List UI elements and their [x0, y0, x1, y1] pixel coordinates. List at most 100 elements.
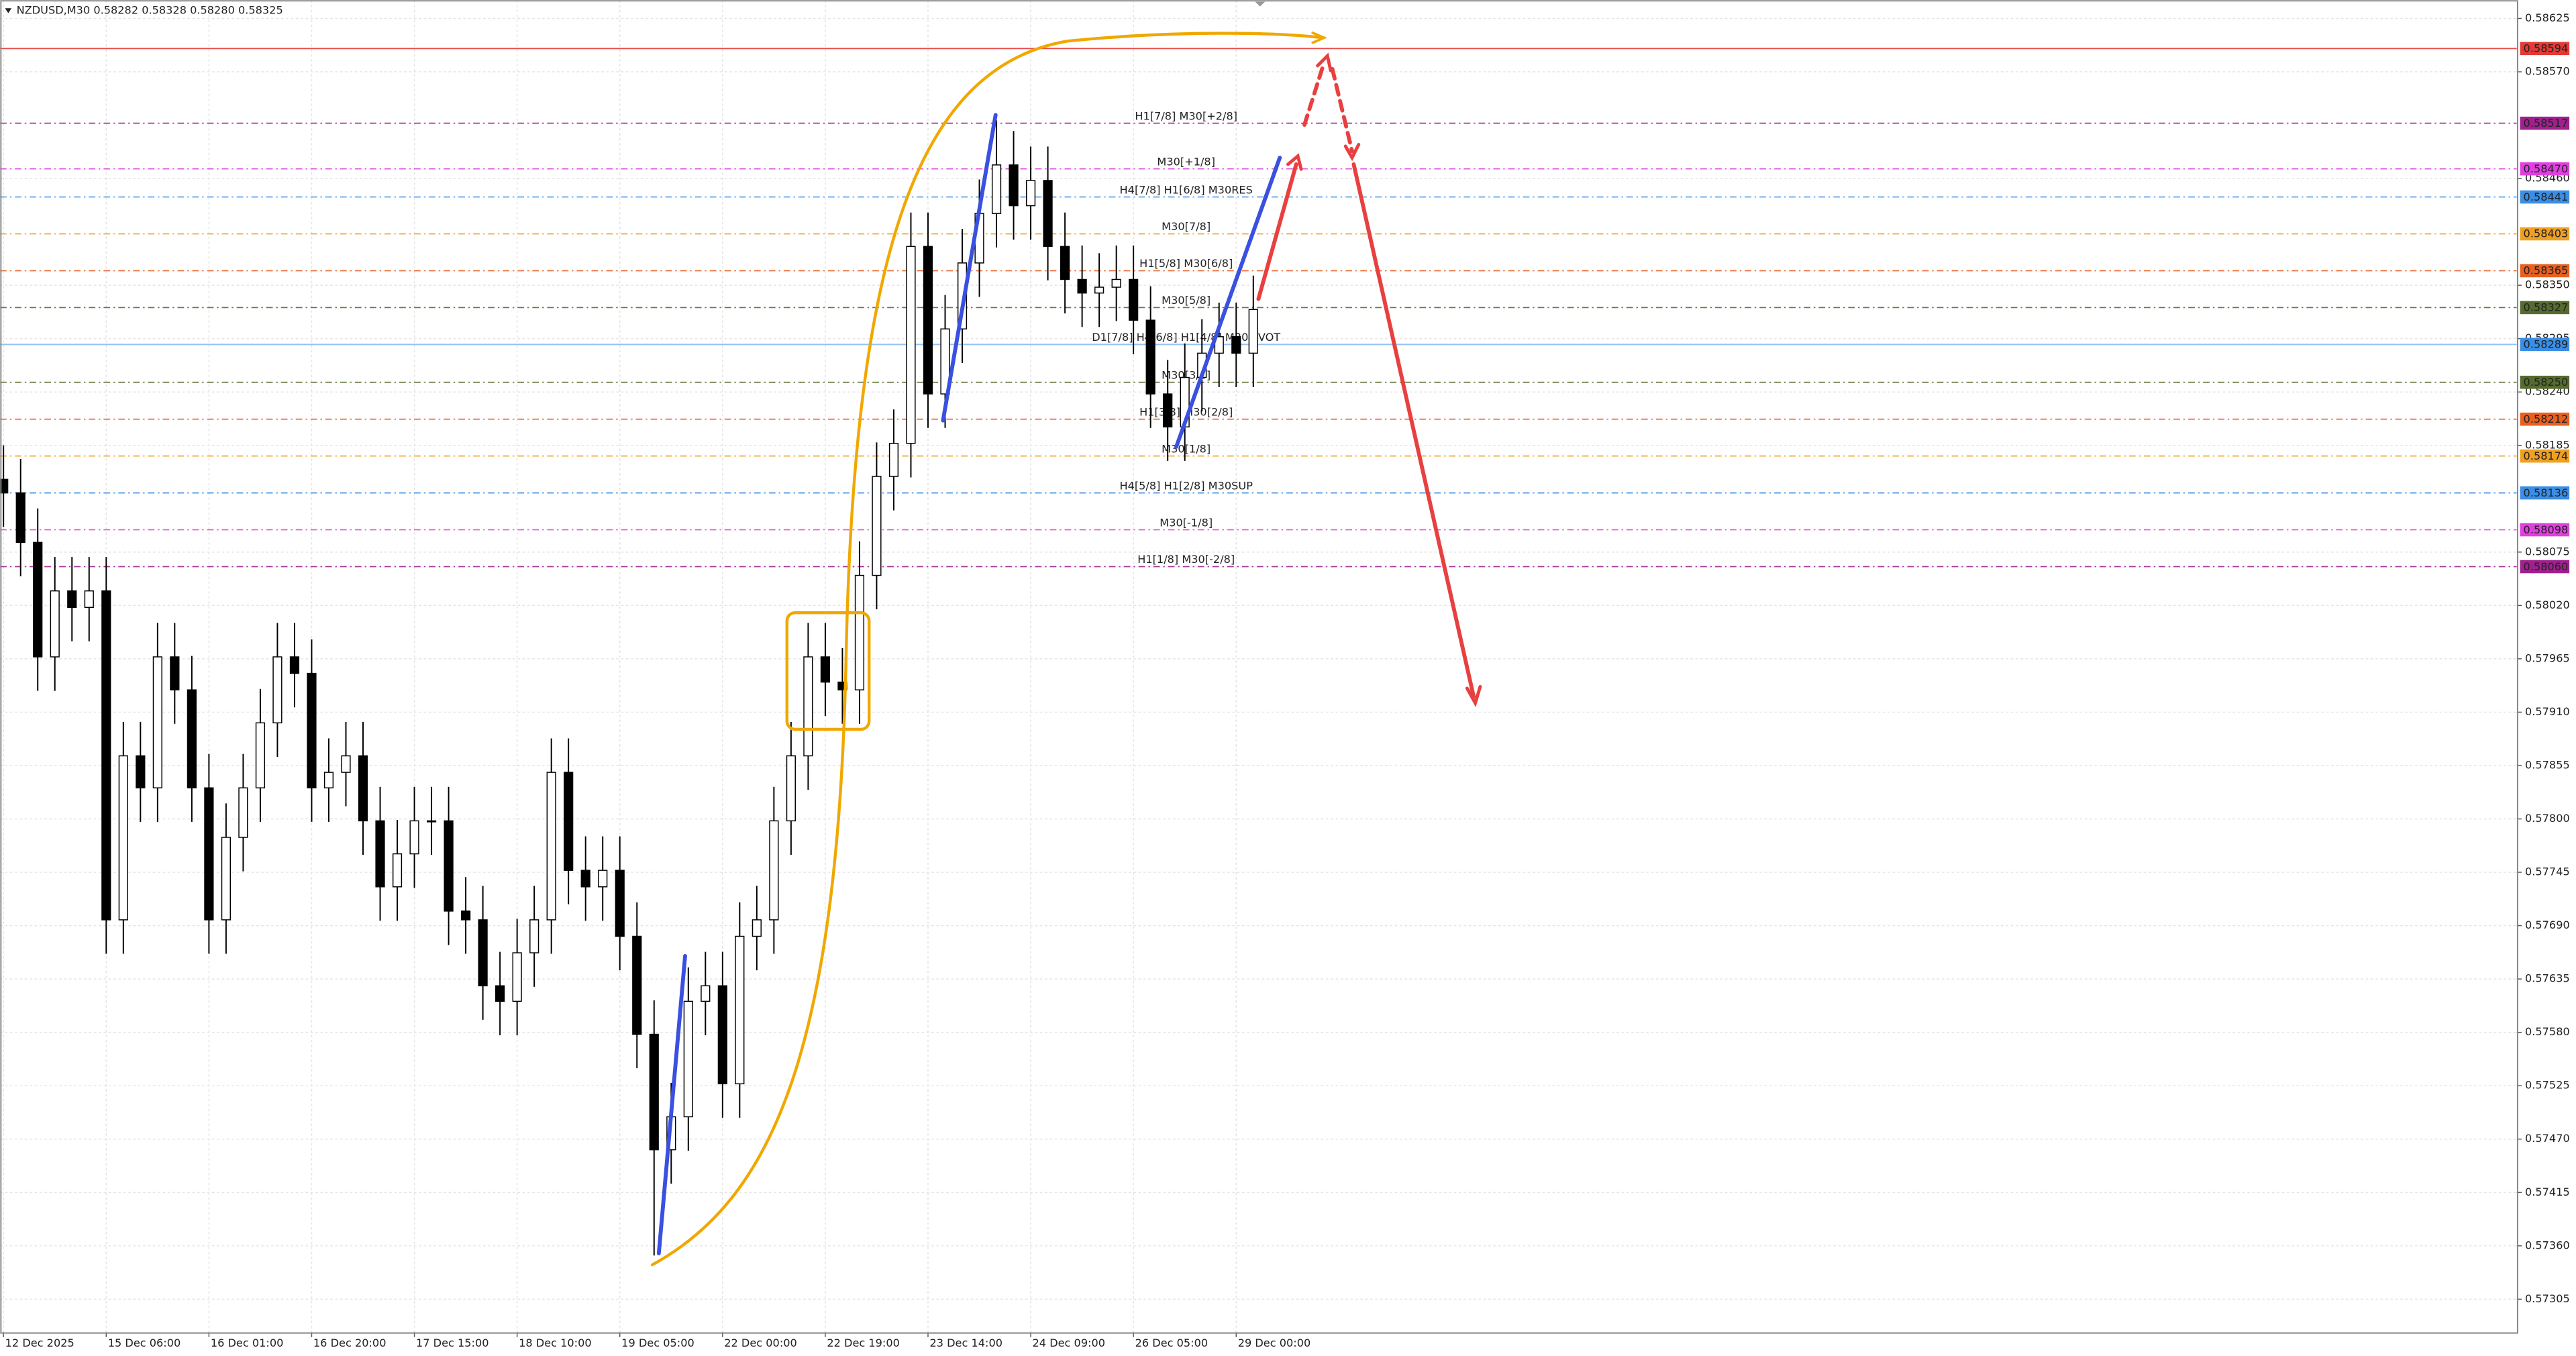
price-box — [2520, 162, 2570, 176]
price-box — [2520, 301, 2570, 315]
y-tick-label: 0.57580 — [2525, 1025, 2570, 1038]
candle-body — [1009, 164, 1019, 207]
level-label: H1[7/8] M30[+2/8] — [1135, 109, 1237, 122]
candle-body — [1129, 278, 1139, 321]
candle-body — [1025, 180, 1036, 207]
candle-body — [238, 787, 248, 838]
forecast-arrow — [1351, 162, 1476, 698]
candle-body — [255, 722, 266, 788]
price-box — [2520, 190, 2570, 204]
y-tick-label: 0.58075 — [2525, 545, 2570, 558]
candle-body — [564, 772, 574, 871]
x-tick-label: 26 Dec 05:00 — [1135, 1337, 1208, 1349]
y-tick-label: 0.57910 — [2525, 705, 2570, 718]
candles — [0, 120, 1258, 1256]
price-box — [2520, 560, 2570, 574]
candle-body — [221, 837, 231, 921]
level-label: H1[5/8] M30[6/8] — [1139, 257, 1233, 270]
candle-body — [598, 870, 608, 888]
x-tick-label: 17 Dec 15:00 — [416, 1337, 489, 1349]
candle-body — [461, 910, 471, 921]
price-box-label: 0.58594 — [2524, 42, 2569, 55]
y-tick-label: 0.57745 — [2525, 866, 2570, 878]
price-box-label: 0.58403 — [2524, 227, 2569, 240]
candle-body — [1060, 246, 1070, 280]
candle-body — [15, 492, 25, 543]
arrowhead — [1343, 142, 1361, 162]
y-tick-label: 0.57415 — [2525, 1186, 2570, 1198]
candle-body — [136, 755, 146, 788]
candle-body — [101, 590, 111, 921]
candle-body — [546, 772, 556, 921]
candle-body — [701, 985, 711, 1002]
menu-triangle — [5, 8, 12, 13]
candle-body — [1043, 180, 1053, 248]
level-label: M30[1/8] — [1162, 442, 1210, 455]
y-tick-label: 0.58350 — [2525, 278, 2570, 291]
candle-body — [204, 787, 214, 921]
candle-body — [187, 689, 197, 788]
candle-body — [923, 246, 933, 395]
x-tick-label: 29 Dec 00:00 — [1238, 1337, 1311, 1349]
candle-body — [512, 952, 522, 1002]
y-tick-label: 0.57800 — [2525, 812, 2570, 825]
x-tick-label: 24 Dec 09:00 — [1033, 1337, 1106, 1349]
price-box — [2520, 486, 2570, 500]
level-label: M30[-1/8] — [1160, 516, 1213, 529]
candle-body — [358, 755, 368, 822]
price-box — [2520, 116, 2570, 130]
impulse-line — [656, 953, 687, 1255]
y-tick-label: 0.57635 — [2525, 972, 2570, 985]
price-box — [2520, 264, 2570, 278]
candle-body — [769, 820, 779, 921]
candle-body — [341, 755, 351, 773]
price-box-label: 0.58365 — [2524, 264, 2569, 277]
plot-frame — [0, 0, 2518, 1334]
candle-body — [272, 656, 282, 724]
x-tick-label: 16 Dec 20:00 — [313, 1337, 387, 1349]
forecast-arrow — [1302, 60, 1327, 127]
chart-header: NZDUSD,M30 0.58282 0.58328 0.58280 0.583… — [17, 3, 283, 16]
candle-body — [649, 1033, 659, 1151]
y-tick-label: 0.57855 — [2525, 758, 2570, 771]
candle-body — [409, 820, 419, 855]
level-label: M30[5/8] — [1162, 294, 1210, 307]
price-box — [2520, 375, 2570, 389]
candle-body — [307, 672, 317, 788]
candle-body — [940, 328, 950, 395]
candle-body — [735, 935, 745, 1085]
candle-body — [683, 1000, 693, 1118]
x-tick-label: 22 Dec 19:00 — [827, 1337, 900, 1349]
candle-body — [50, 590, 60, 658]
x-tick-label: 16 Dec 01:00 — [211, 1337, 284, 1349]
candle-body — [615, 870, 625, 937]
x-tick-label: 19 Dec 05:00 — [621, 1337, 694, 1349]
price-box — [2520, 412, 2570, 426]
y-tick-label: 0.58625 — [2525, 11, 2570, 24]
candle-body — [67, 590, 77, 608]
y-tick-label: 0.57360 — [2525, 1239, 2570, 1251]
candle-body — [289, 656, 300, 674]
candle-body — [170, 656, 180, 690]
candle-body — [495, 985, 505, 1002]
candle-body — [1094, 286, 1104, 294]
candle-body — [323, 772, 334, 788]
price-box-label: 0.58136 — [2524, 486, 2569, 499]
candle-body — [392, 853, 403, 888]
impulse-line — [941, 113, 998, 423]
y-tick-label: 0.57690 — [2525, 919, 2570, 931]
y-tick-label: 0.58020 — [2525, 598, 2570, 611]
y-tick-label: 0.58570 — [2525, 65, 2570, 78]
candle-body — [786, 755, 796, 822]
grid — [0, 0, 2522, 1337]
y-tick-label: 0.57525 — [2525, 1079, 2570, 1092]
arrowhead — [1316, 52, 1333, 72]
candle-body — [1145, 319, 1155, 395]
candle-body — [529, 919, 539, 953]
trend-curve — [650, 32, 1325, 1267]
candle-body — [152, 656, 162, 788]
candle-body — [1077, 278, 1087, 294]
candle-body — [580, 870, 590, 888]
